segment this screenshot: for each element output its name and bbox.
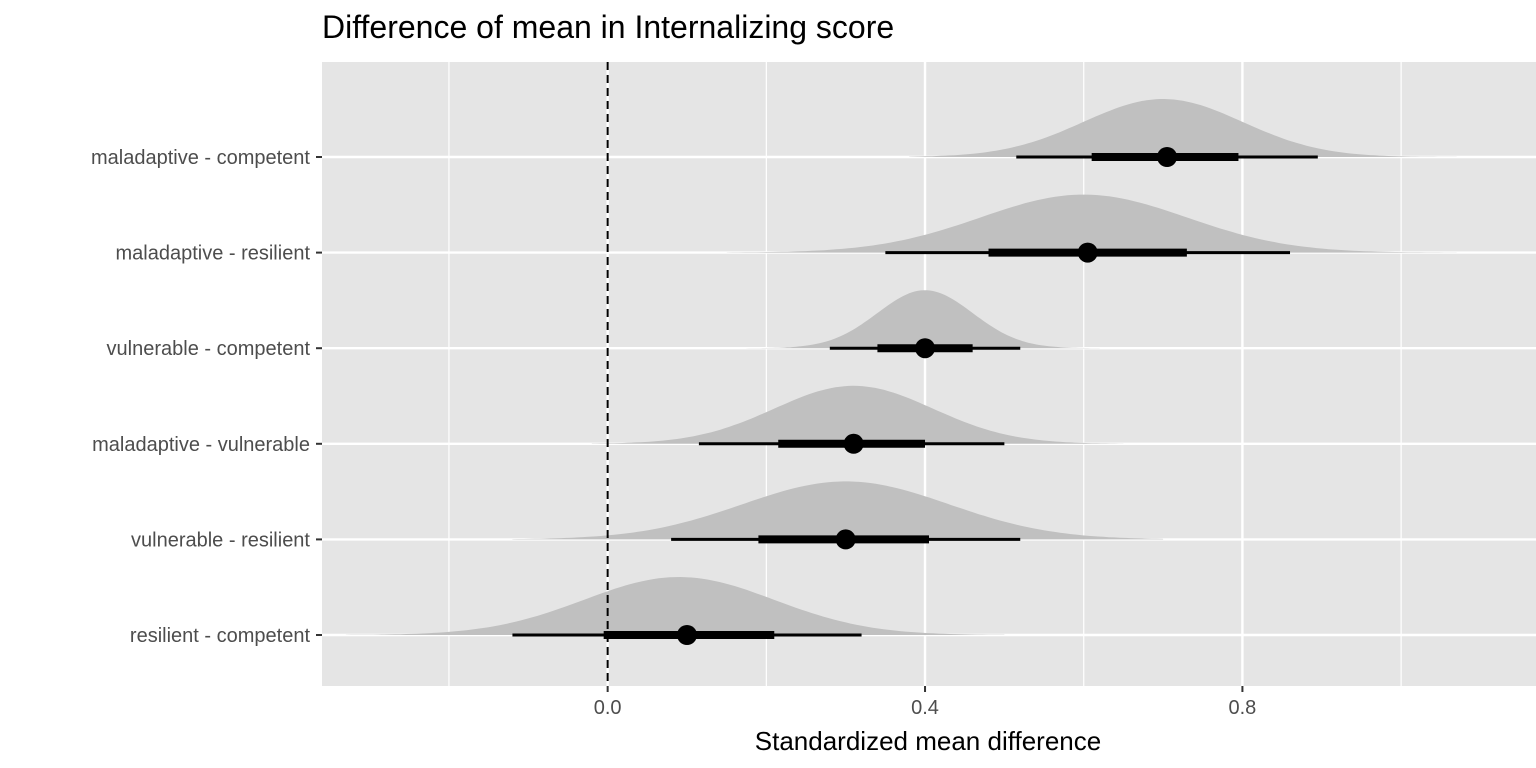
y-tick-label: maladaptive - resilient xyxy=(115,243,310,265)
density-vulnerable-vs-competent xyxy=(742,290,1100,349)
y-axis: maladaptive - competent maladaptive - res… xyxy=(91,147,322,647)
median-point-resilient-vs-competent xyxy=(676,625,697,645)
density-vulnerable-vs-resilient xyxy=(512,481,1164,540)
density-maladaptive-vs-competent xyxy=(909,99,1457,157)
y-tick-label: maladaptive - competent xyxy=(91,147,310,169)
plot-panel xyxy=(322,62,1536,686)
chart-title: Difference of mean in Internalizing scor… xyxy=(322,9,894,45)
y-tick-label: resilient - competent xyxy=(130,625,311,647)
y-tick-label: vulnerable - competent xyxy=(107,338,311,360)
y-tick-label: vulnerable - resilient xyxy=(131,529,310,551)
density-maladaptive-vs-resilient xyxy=(726,194,1457,253)
x-tick-label: 0.0 xyxy=(594,697,622,719)
interval-layer xyxy=(512,147,1318,645)
x-axis-title: Standardized mean difference xyxy=(755,726,1101,756)
x-tick-label: 0.4 xyxy=(911,697,939,719)
density-layer xyxy=(345,99,1457,635)
y-tick-label: maladaptive - vulnerable xyxy=(92,434,310,456)
median-point-vulnerable-vs-resilient xyxy=(835,529,856,550)
density-maladaptive-vs-vulnerable xyxy=(591,385,1124,444)
density-resilient-vs-competent xyxy=(345,577,1005,635)
median-point-maladaptive-vs-resilient xyxy=(1077,242,1098,263)
median-point-maladaptive-vs-competent xyxy=(1157,147,1178,167)
median-point-vulnerable-vs-competent xyxy=(915,338,936,359)
x-tick-label: 0.8 xyxy=(1229,697,1257,719)
x-axis: 0.0 0.4 0.8 xyxy=(594,686,1257,719)
median-point-maladaptive-vs-vulnerable xyxy=(843,433,864,454)
